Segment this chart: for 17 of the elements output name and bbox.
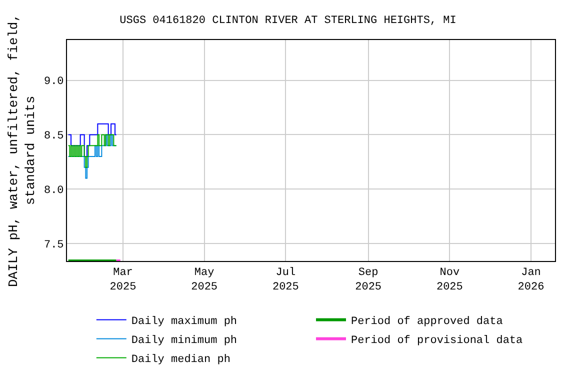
x-tick-label: Mar 2025 (110, 267, 136, 294)
legend-label: Daily median ph (131, 354, 230, 366)
x-tick-label: Nov 2025 (436, 267, 463, 294)
x-tick-label: Jul 2025 (272, 267, 299, 294)
y-tick-label: 8.0 (44, 185, 64, 197)
x-tick-label: Sep 2025 (355, 267, 382, 294)
y-tick-label: 9.0 (44, 76, 64, 88)
legend-label: Period of approved data (351, 316, 504, 328)
chart-title: USGS 04161820 CLINTON RIVER AT STERLING HEIGHTS, MI (120, 15, 456, 28)
legend-label: Daily minimum ph (131, 334, 238, 347)
y-axis-title: DAILY pH, water, unfiltered, field, standard units (6, 14, 38, 288)
x-tick-label: May 2025 (191, 267, 218, 294)
y-tick-label: 7.5 (44, 239, 64, 252)
x-tick-label: Jan 2026 (518, 267, 544, 294)
legend-label: Period of provisional data (351, 334, 524, 347)
legend-label: Daily maximum ph (131, 316, 238, 328)
y-tick-label: 8.5 (44, 130, 64, 143)
